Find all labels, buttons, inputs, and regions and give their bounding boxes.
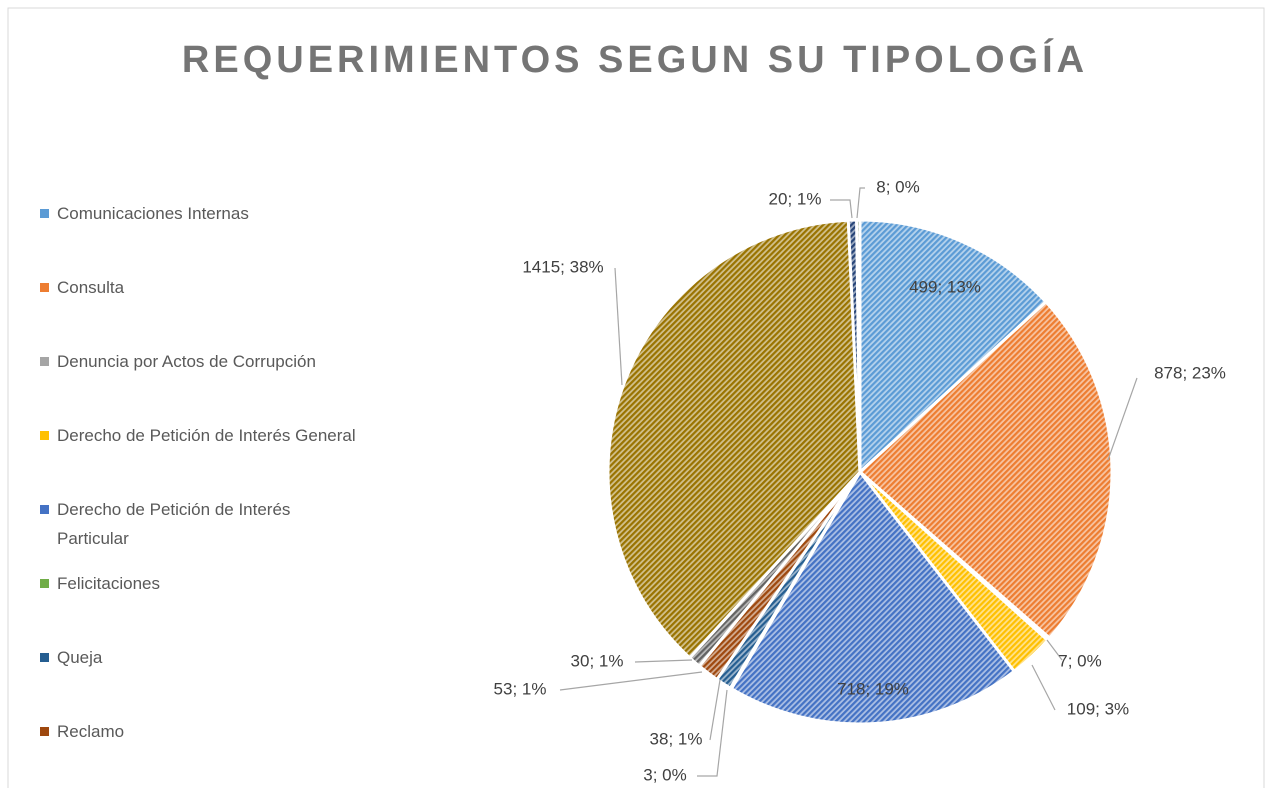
legend-label: Queja — [57, 648, 103, 667]
pie-slice — [606, 218, 862, 660]
pie-slice — [855, 218, 862, 473]
leader-line — [559, 671, 703, 691]
pie-slice — [729, 469, 1017, 726]
leader-line — [1107, 377, 1138, 461]
leader-line — [634, 659, 693, 663]
legend-swatch — [40, 505, 49, 514]
data-label: 499; 13% — [909, 277, 981, 296]
leader-line — [830, 199, 853, 219]
leader-line — [709, 679, 721, 741]
leader-line — [1046, 639, 1063, 661]
data-label: 38; 1% — [650, 729, 703, 748]
legend-swatch — [40, 431, 49, 440]
chart-title: REQUERIMIENTOS SEGUN SU TIPOLOGÍA — [182, 37, 1088, 81]
data-label: 718; 19% — [837, 679, 909, 698]
pie-slice — [858, 218, 1049, 476]
data-label: 7; 0% — [1058, 651, 1101, 670]
legend-label: Reclamo — [57, 722, 125, 741]
legend-swatch — [40, 209, 49, 218]
data-label: 8; 0% — [876, 177, 919, 196]
legend-swatch — [40, 727, 49, 736]
legend-swatch — [40, 579, 49, 588]
legend-swatch — [40, 653, 49, 662]
data-label: 1415; 38% — [522, 257, 603, 276]
legend-label: Derecho de Petición de Interés General — [57, 426, 356, 445]
legend-label: Felicitaciones — [57, 574, 160, 593]
data-label: 20; 1% — [769, 189, 822, 208]
legend-label: Denuncia por Actos de Corrupción — [57, 352, 316, 371]
data-label: 3; 0% — [643, 765, 686, 784]
legend-swatch — [40, 357, 49, 366]
pie-slice — [857, 299, 1114, 641]
data-label: 878; 23% — [1154, 363, 1226, 382]
leader-line — [856, 187, 865, 219]
chart-border — [7, 7, 1265, 788]
leader-line — [697, 689, 728, 777]
legend-label: Derecho de Petición de Interés Particula… — [57, 500, 291, 548]
legend-label: Consulta — [57, 278, 125, 297]
leader-line — [1031, 664, 1056, 711]
data-label: 30; 1% — [571, 651, 624, 670]
legend-swatch — [40, 283, 49, 292]
data-label: 53; 1% — [494, 679, 547, 698]
data-label: 109; 3% — [1067, 699, 1129, 718]
legend-label: Comunicaciones Internas — [57, 204, 249, 223]
leader-line — [614, 267, 623, 386]
